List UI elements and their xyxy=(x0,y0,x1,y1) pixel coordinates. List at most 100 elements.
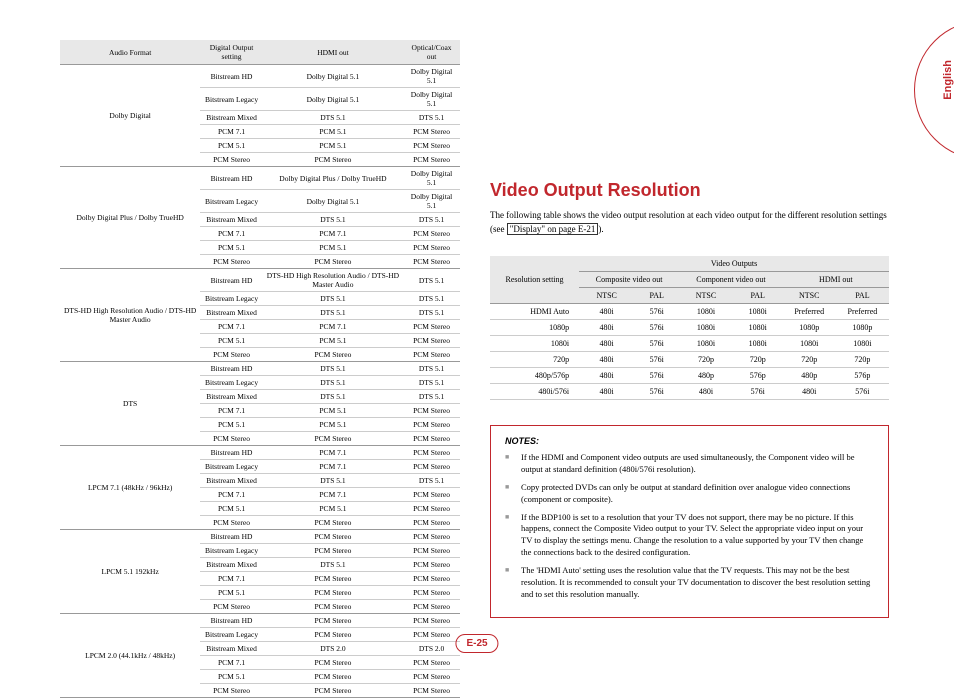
table-cell: Dolby Digital 5.1 xyxy=(263,190,403,213)
table-cell: PCM Stereo xyxy=(403,418,460,432)
table-cell: Bitstream Mixed xyxy=(200,213,263,227)
th-audio-format: Audio Format xyxy=(60,40,200,65)
table-cell: Bitstream Legacy xyxy=(200,190,263,213)
table-cell: Bitstream Mixed xyxy=(200,111,263,125)
th-resolution-setting: Resolution setting xyxy=(490,256,579,304)
table-cell: DTS 5.1 xyxy=(263,111,403,125)
audio-format-cell: Dolby Digital xyxy=(60,65,200,167)
table-cell: PCM Stereo xyxy=(263,628,403,642)
table-cell: 576i xyxy=(634,352,679,368)
audio-format-cell: DTS-HD High Resolution Audio / DTS-HD Ma… xyxy=(60,269,200,362)
table-cell: Bitstream Mixed xyxy=(200,474,263,488)
note-item: If the BDP100 is set to a resolution tha… xyxy=(505,512,874,560)
th-hdmi-out: HDMI out xyxy=(263,40,403,65)
th-digital-output: Digital Output setting xyxy=(200,40,263,65)
table-cell: 576i xyxy=(634,384,679,400)
table-cell: PCM Stereo xyxy=(403,586,460,600)
table-cell: Bitstream HD xyxy=(200,614,263,628)
table-cell: 1080i xyxy=(733,336,783,352)
video-intro-text: The following table shows the video outp… xyxy=(490,209,889,236)
audio-format-cell: LPCM 2.0 (44.1kHz / 48kHz) xyxy=(60,614,200,698)
table-cell: 1080i xyxy=(733,304,783,320)
table-cell: PCM Stereo xyxy=(200,348,263,362)
table-cell: Bitstream Legacy xyxy=(200,376,263,390)
audio-format-cell: LPCM 5.1 192kHz xyxy=(60,530,200,614)
table-cell: Bitstream HD xyxy=(200,167,263,190)
table-cell: PCM 7.1 xyxy=(263,488,403,502)
table-cell: Bitstream Legacy xyxy=(200,292,263,306)
table-cell: 1080i xyxy=(836,336,889,352)
note-item: The 'HDMI Auto' setting uses the resolut… xyxy=(505,565,874,601)
table-cell: PCM 5.1 xyxy=(200,502,263,516)
table-cell: PCM Stereo xyxy=(263,516,403,530)
table-cell: PCM Stereo xyxy=(263,153,403,167)
table-cell: PCM Stereo xyxy=(403,125,460,139)
th-video-outputs: Video Outputs xyxy=(579,256,889,272)
table-cell: PCM 5.1 xyxy=(263,502,403,516)
table-cell: DTS-HD High Resolution Audio / DTS-HD Ma… xyxy=(263,269,403,292)
table-cell: PCM Stereo xyxy=(403,139,460,153)
table-cell: Dolby Digital 5.1 xyxy=(403,65,460,88)
table-cell: PCM Stereo xyxy=(403,558,460,572)
table-cell: 1080p xyxy=(836,320,889,336)
table-cell: PCM Stereo xyxy=(403,255,460,269)
table-cell: PCM Stereo xyxy=(403,516,460,530)
right-column: Video Output Resolution The following ta… xyxy=(490,40,939,645)
table-cell: 1080i xyxy=(679,336,733,352)
table-cell: 480i xyxy=(579,320,634,336)
table-cell: PCM 7.1 xyxy=(200,227,263,241)
table-cell: PCM Stereo xyxy=(263,586,403,600)
table-cell: 480i xyxy=(579,368,634,384)
table-cell: 720p xyxy=(490,352,579,368)
video-section-title: Video Output Resolution xyxy=(490,180,889,201)
table-cell: PCM 5.1 xyxy=(200,241,263,255)
th-hdmi: HDMI out xyxy=(783,272,889,288)
table-cell: PCM Stereo xyxy=(403,446,460,460)
audio-format-cell: LPCM 7.1 (48kHz / 96kHz) xyxy=(60,446,200,530)
table-cell: PCM Stereo xyxy=(200,255,263,269)
notes-title: NOTES: xyxy=(505,436,874,446)
table-cell: PCM Stereo xyxy=(403,460,460,474)
table-cell: Dolby Digital 5.1 xyxy=(403,167,460,190)
table-cell: PCM Stereo xyxy=(403,670,460,684)
table-cell: PCM 5.1 xyxy=(200,334,263,348)
audio-format-cell: DTS xyxy=(60,362,200,446)
table-cell: PCM Stereo xyxy=(263,600,403,614)
table-cell: Dolby Digital Plus / Dolby TrueHD xyxy=(263,167,403,190)
table-cell: PCM 7.1 xyxy=(263,446,403,460)
table-cell: 720p xyxy=(783,352,836,368)
table-cell: DTS 5.1 xyxy=(403,213,460,227)
table-cell: 480i xyxy=(579,384,634,400)
table-cell: DTS 2.0 xyxy=(263,642,403,656)
table-cell: DTS 5.1 xyxy=(403,111,460,125)
table-cell: 720p xyxy=(836,352,889,368)
table-cell: DTS 5.1 xyxy=(263,292,403,306)
table-cell: PCM Stereo xyxy=(263,544,403,558)
table-cell: PCM 5.1 xyxy=(263,334,403,348)
table-cell: Preferred xyxy=(836,304,889,320)
table-cell: DTS 5.1 xyxy=(403,306,460,320)
table-cell: PCM Stereo xyxy=(403,241,460,255)
table-cell: PCM 5.1 xyxy=(200,418,263,432)
page-number: E-25 xyxy=(455,634,498,653)
table-cell: Dolby Digital 5.1 xyxy=(263,88,403,111)
th-pal: PAL xyxy=(634,288,679,304)
table-cell: Bitstream Legacy xyxy=(200,460,263,474)
table-cell: PCM Stereo xyxy=(403,348,460,362)
table-cell: PCM Stereo xyxy=(263,255,403,269)
table-cell: PCM Stereo xyxy=(403,153,460,167)
table-cell: 1080p xyxy=(490,320,579,336)
table-cell: Bitstream HD xyxy=(200,446,263,460)
th-component: Component video out xyxy=(679,272,782,288)
table-cell: Bitstream Legacy xyxy=(200,628,263,642)
table-cell: 720p xyxy=(733,352,783,368)
table-cell: PCM 7.1 xyxy=(200,488,263,502)
table-cell: PCM Stereo xyxy=(263,530,403,544)
table-cell: PCM Stereo xyxy=(403,502,460,516)
th-pal: PAL xyxy=(836,288,889,304)
table-cell: PCM 7.1 xyxy=(200,404,263,418)
table-cell: DTS 5.1 xyxy=(403,269,460,292)
notes-list: If the HDMI and Component video outputs … xyxy=(505,452,874,601)
table-cell: PCM Stereo xyxy=(200,432,263,446)
table-cell: DTS 5.1 xyxy=(263,362,403,376)
